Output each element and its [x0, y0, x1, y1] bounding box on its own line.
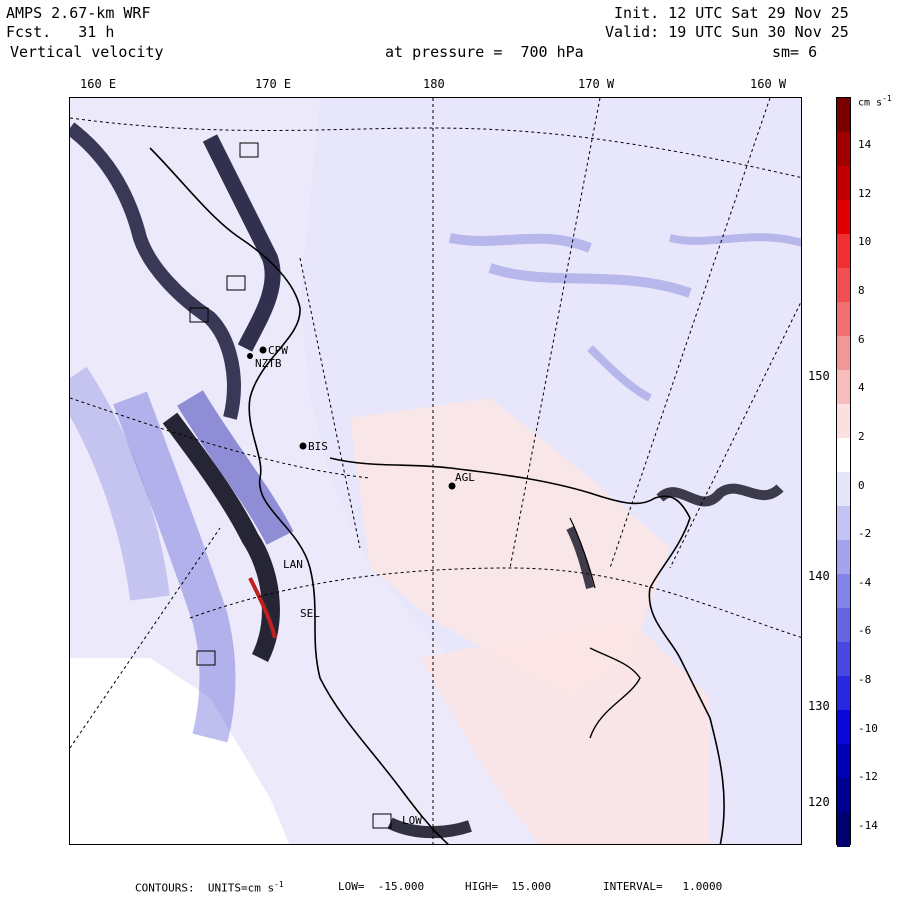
graticule — [70, 98, 801, 844]
footer-high: HIGH= 15.000 — [465, 880, 552, 893]
pressure-level: at pressure = 700 hPa — [385, 43, 584, 61]
smoothing: sm= 6 — [772, 43, 818, 61]
lon-label-160e: 160 E — [80, 77, 117, 91]
map-panel — [69, 97, 802, 845]
colorbar-tick-label: 6 — [858, 332, 865, 346]
colorbar-swatch — [837, 472, 850, 507]
colorbar-tick-label: -10 — [858, 721, 878, 735]
mountain-contours — [70, 122, 472, 839]
colorbar-tick-label: 10 — [858, 235, 872, 249]
colorbar-tick-label: -12 — [858, 770, 878, 784]
colorbar-tick-label: -8 — [858, 673, 872, 687]
model-title: AMPS 2.67-km WRF — [6, 4, 151, 22]
station-lan: LAN — [283, 558, 303, 571]
valid-time: Valid: 19 UTC Sun 30 Nov 25 — [605, 23, 849, 41]
colorbar-swatch — [837, 778, 850, 813]
colorbar — [836, 97, 851, 847]
field-name: Vertical velocity — [10, 43, 164, 61]
colorbar-tick-label: -4 — [858, 575, 872, 589]
colorbar-swatch — [837, 234, 850, 269]
colorbar-swatch — [837, 812, 850, 847]
init-time: Init. 12 UTC Sat 29 Nov 25 — [614, 4, 849, 22]
ice-front — [329, 457, 725, 844]
wave-contours — [449, 233, 801, 589]
station-bis: BIS — [308, 440, 328, 453]
colorbar-swatch — [837, 132, 850, 167]
lon-label-170w: 170 W — [578, 77, 615, 91]
colorbar-tick-label: 2 — [858, 429, 865, 443]
colorbar-swatch — [837, 98, 850, 133]
colorbar-swatch — [837, 370, 850, 405]
colorbar-tick-label: 4 — [858, 381, 865, 395]
colorbar-swatch — [837, 200, 850, 235]
station-sel: SEL — [300, 607, 320, 620]
station-cpw: CPW — [268, 344, 288, 357]
colorbar-unit: cm s-1 — [858, 94, 892, 109]
colorbar-tick-label: -14 — [858, 819, 878, 832]
footer-exp: -1 — [274, 880, 284, 889]
colorbar-swatch — [837, 744, 850, 779]
colorbar-tick-label: 8 — [858, 283, 865, 297]
colorbar-swatch — [837, 574, 850, 609]
colorbar-swatch — [837, 302, 850, 337]
lon-label-160w: 160 W — [750, 77, 787, 91]
lon-label-180: 180 — [423, 77, 445, 91]
footer-low: LOW= -15.000 — [338, 880, 425, 893]
colorbar-tick-label: -6 — [858, 624, 872, 638]
station-nztb: NZTB — [255, 357, 282, 370]
colorbar-swatch — [837, 506, 850, 541]
colorbar-swatch — [837, 710, 850, 745]
coastline — [149, 147, 450, 844]
colorbar-tick-label: 12 — [858, 186, 872, 200]
colorbar-swatch — [837, 268, 850, 303]
station-markers — [189, 142, 456, 829]
map-canvas — [70, 98, 801, 844]
footer-contours: CONTOURS: UNITS=cm s-1 — [135, 880, 284, 895]
colorbar-swatch — [837, 608, 850, 643]
colorbar-swatch — [837, 336, 850, 371]
colorbar-swatch — [837, 540, 850, 575]
colorbar-tick-label: 14 — [858, 138, 872, 151]
forecast-hour: Fcst. 31 h — [6, 23, 115, 41]
colorbar-swatch — [837, 642, 850, 677]
colorbar-tick-label: -2 — [858, 527, 872, 541]
colorbar-unit-exp: -1 — [882, 94, 892, 103]
colorbar-swatch — [837, 404, 850, 439]
station-low: LOW — [402, 814, 422, 827]
colorbar-swatch — [837, 438, 850, 473]
colorbar-swatch — [837, 166, 850, 201]
lon-label-170e: 170 E — [255, 77, 292, 91]
station-agl: AGL — [455, 471, 475, 484]
footer-interval: INTERVAL= 1.0000 — [603, 880, 723, 893]
colorbar-tick-label: 0 — [858, 478, 865, 492]
colorbar-swatch — [837, 676, 850, 711]
